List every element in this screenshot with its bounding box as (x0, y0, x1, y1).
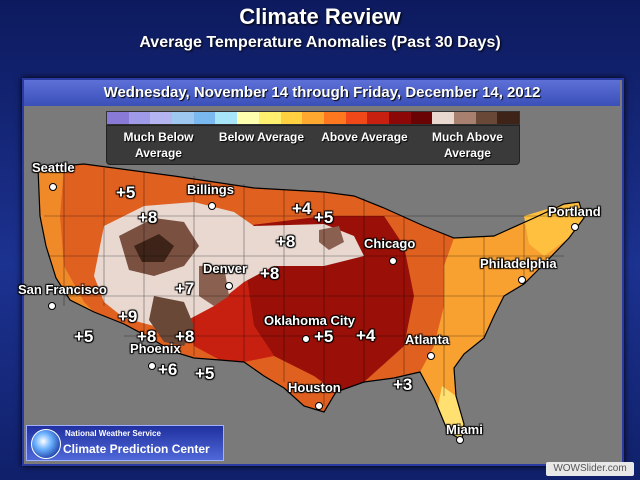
state-borders (44, 166, 584, 406)
legend-swatch (475, 112, 498, 124)
city-label-oklahoma-city: Oklahoma City (264, 313, 356, 328)
anomaly-label: +8 (175, 327, 195, 346)
legend-label-much-below: Much Below Average (123, 130, 194, 160)
legend-label-much-above: Much Above Average (432, 130, 503, 160)
legend-swatch (302, 112, 324, 124)
us-outline (37, 163, 585, 441)
city-dot-atlanta (427, 352, 435, 360)
city-dot-denver (225, 282, 233, 290)
city-dot-billings (208, 202, 216, 210)
city-label-atlanta: Atlanta (405, 332, 450, 347)
legend-swatch (193, 112, 216, 124)
legend-swatch (367, 112, 389, 124)
date-range-bar: Wednesday, November 14 through Friday, D… (24, 80, 620, 106)
anomaly-label: +5 (74, 327, 94, 346)
legend-swatch (107, 112, 129, 124)
noaa-logo-icon (31, 429, 61, 459)
west-coast-band (38, 166, 94, 312)
city-label-chicago: Chicago (364, 236, 416, 251)
anomaly-label: +4 (356, 326, 376, 345)
anomaly-label: +8 (276, 232, 296, 251)
legend-swatch (432, 112, 454, 124)
page-subtitle: Average Temperature Anomalies (Past 30 D… (139, 34, 501, 51)
city-dot-houston (315, 402, 323, 410)
legend-swatch (388, 112, 411, 124)
legend: Much Below Average Below Average Above A… (106, 111, 520, 165)
city-dot-philadelphia (518, 276, 526, 284)
city-label-phoenix: Phoenix (130, 341, 181, 356)
city-dot-portland (571, 223, 579, 231)
legend-color-scale (106, 111, 520, 125)
city-label-seattle: Seattle (32, 160, 75, 175)
legend-label-above: Above Average (321, 130, 408, 144)
legend-swatch (128, 112, 151, 124)
watermark: WOWSlider.com (546, 462, 634, 476)
anomaly-label: +8 (260, 264, 280, 283)
anomaly-label: +3 (393, 375, 413, 394)
legend-swatch (150, 112, 173, 124)
east-region (420, 202, 584, 440)
anomaly-label: +5 (314, 327, 334, 346)
anomaly-label: +7 (175, 279, 195, 298)
city-dot-chicago (389, 257, 397, 265)
center-name: Climate Prediction Center (63, 442, 210, 456)
city-dot-seattle (49, 183, 57, 191)
legend-swatch (323, 112, 346, 124)
anomaly-label: +5 (195, 364, 215, 383)
city-label-billings: Billings (187, 182, 234, 197)
city-label-miami: Miami (446, 422, 483, 437)
florida-yellow (438, 386, 464, 440)
anomaly-label: +8 (137, 327, 157, 346)
legend-swatch (410, 112, 433, 124)
anomaly-label: +4 (292, 199, 312, 218)
agency-name: National Weather Service (65, 429, 161, 438)
city-dot-san-francisco (48, 302, 56, 310)
city-dot-phoenix (148, 362, 156, 370)
city-label-philadelphia: Philadelphia (480, 256, 557, 271)
legend-swatch (258, 112, 281, 124)
city-label-houston: Houston (288, 380, 341, 395)
page-title: Climate Review (239, 4, 401, 29)
legend-labels: Much Below Average Below Average Above A… (106, 125, 520, 165)
legend-swatch (497, 112, 520, 124)
city-label-portland: Portland (548, 204, 601, 219)
anomaly-label: +8 (138, 208, 158, 227)
legend-swatch (280, 112, 303, 124)
city-label-san-francisco: San Francisco (18, 282, 107, 297)
legend-swatch (454, 112, 476, 124)
legend-swatch (345, 112, 368, 124)
anomaly-label: +9 (118, 307, 138, 326)
iowa-brown (319, 226, 344, 250)
nws-cpc-badge: National Weather Service Climate Predict… (26, 425, 224, 461)
legend-swatch (172, 112, 194, 124)
city-label-denver: Denver (203, 261, 248, 276)
legend-label-below: Below Average (218, 130, 305, 144)
anomaly-label: +5 (314, 208, 334, 227)
anomaly-label: +6 (158, 360, 178, 379)
southwest-brown (149, 296, 194, 346)
legend-swatch (215, 112, 238, 124)
anomaly-label: +5 (116, 183, 136, 202)
city-dot-oklahoma-city (302, 335, 310, 343)
legend-swatch (237, 112, 259, 124)
city-dot-miami (456, 436, 464, 444)
